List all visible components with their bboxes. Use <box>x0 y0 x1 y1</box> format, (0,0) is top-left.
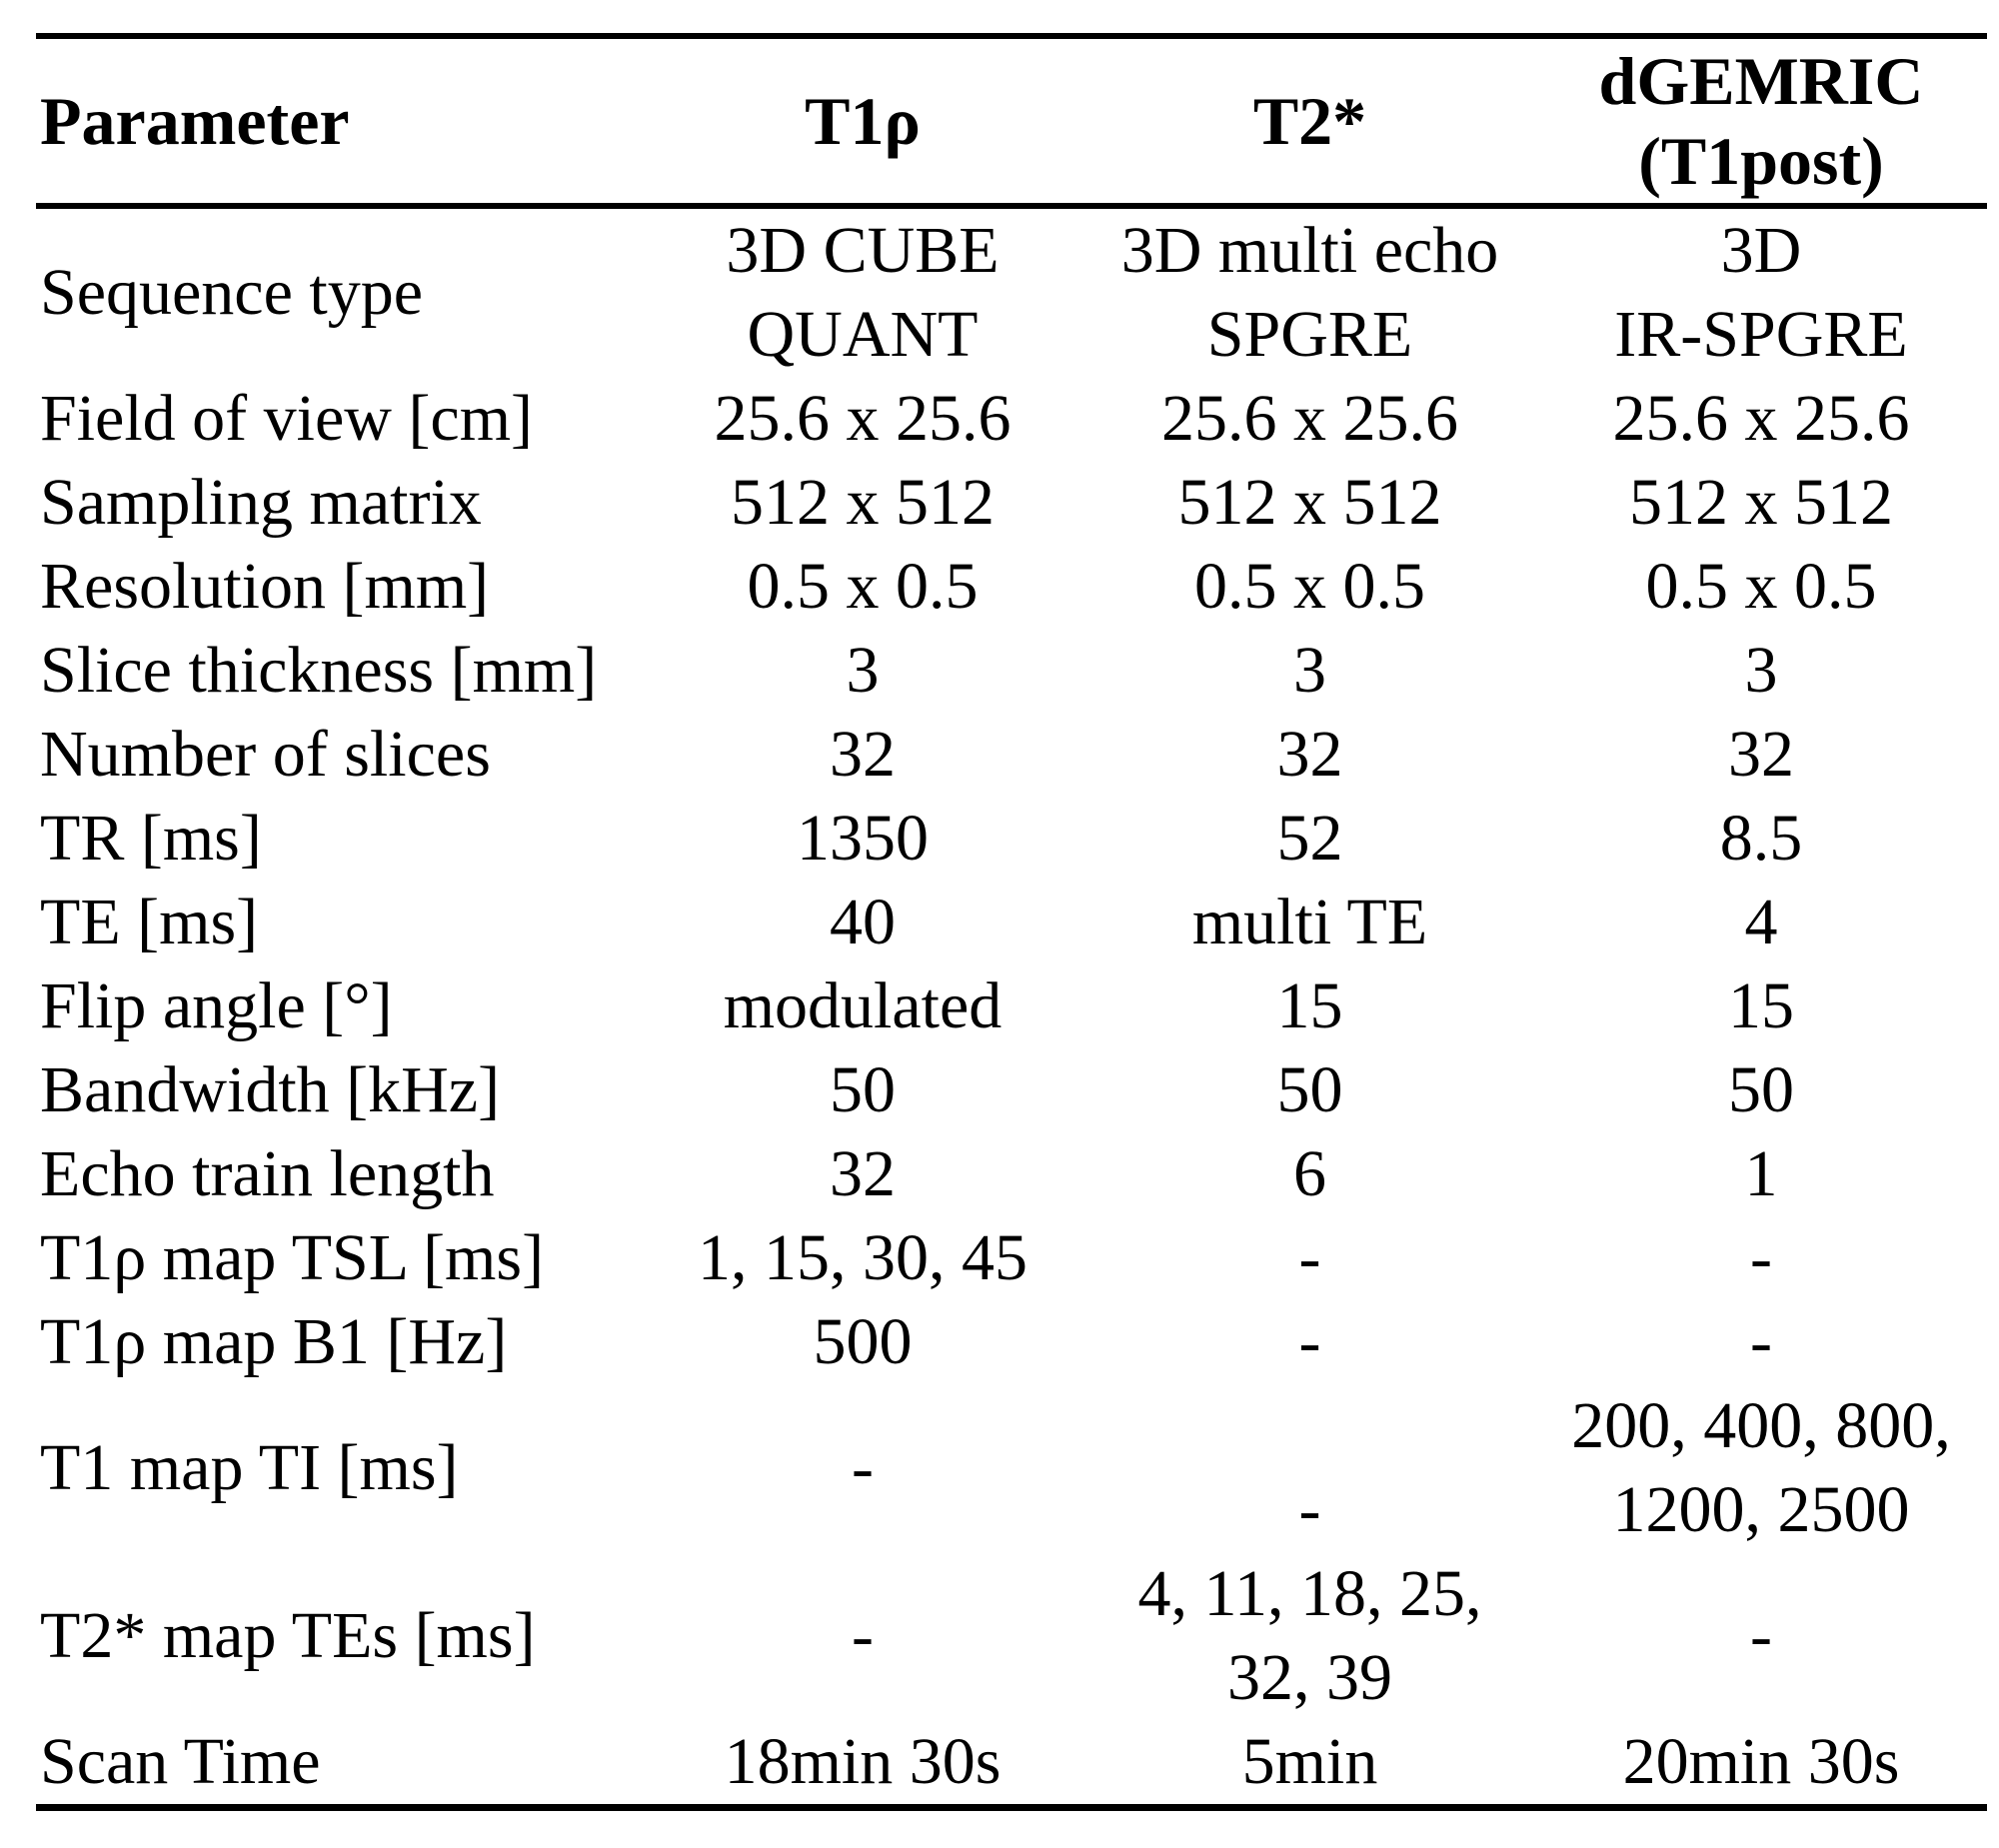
parameter-label: Echo train length <box>40 1137 495 1210</box>
value-cell: 3 <box>1744 634 1778 707</box>
value-cell: 32 <box>830 1137 896 1210</box>
value-cell: 1350 <box>797 802 929 875</box>
header-cell-parameter: Parameter <box>36 36 641 209</box>
value-cell: 6 <box>1293 1137 1326 1210</box>
table-row-sampling-matrix: Sampling matrix 512 x 512 512 x 512 512 … <box>36 461 1987 545</box>
value-cell: 32 <box>1276 718 1343 791</box>
parameter-label: Sequence type <box>40 256 424 329</box>
mri-parameters-table: Parameter T1ρ T2* dGEMRIC (T1post) Seque… <box>36 33 1987 1811</box>
value-cell: 20min 30s <box>1622 1725 1900 1798</box>
header-cell-t1rho: T1ρ <box>641 36 1084 209</box>
value-cell: 15 <box>1728 969 1794 1042</box>
table-row-t1-map-ti: T1 map TI [ms] - - 200, 400, 800, 1200, … <box>36 1384 1987 1552</box>
value-cell: 8.5 <box>1719 802 1803 875</box>
table-row-te: TE [ms] 40 multi TE 4 <box>36 881 1987 964</box>
value-cell: 3D CUBE QUANT <box>726 214 1000 371</box>
value-cell: 40 <box>830 886 896 958</box>
value-cell: 0.5 x 0.5 <box>747 550 979 623</box>
value-cell: 50 <box>1276 1053 1343 1126</box>
table-row-slice-thickness: Slice thickness [mm] 3 3 3 <box>36 629 1987 713</box>
value-cell: - <box>852 1599 874 1672</box>
value-cell: 52 <box>1276 802 1343 875</box>
parameter-label: TE [ms] <box>40 886 259 958</box>
table-row-flip-angle: Flip angle [°] modulated 15 15 <box>36 964 1987 1048</box>
value-cell: 25.6 x 25.6 <box>1161 382 1458 455</box>
parameter-label: Field of view [cm] <box>40 382 534 455</box>
parameter-label: Flip angle [°] <box>40 969 393 1042</box>
parameter-label: Number of slices <box>40 718 491 791</box>
parameter-label: T1ρ map B1 [Hz] <box>40 1305 508 1378</box>
parameter-label: T1 map TI [ms] <box>40 1431 459 1504</box>
value-cell: 18min 30s <box>724 1725 1001 1798</box>
parameter-label: Scan Time <box>40 1725 321 1798</box>
value-cell: 50 <box>1728 1053 1794 1126</box>
value-cell: - <box>1298 1473 1321 1546</box>
table-row-t1rho-map-tsl: T1ρ map TSL [ms] 1, 15, 30, 45 - - <box>36 1216 1987 1300</box>
parameter-label: TR [ms] <box>40 802 262 875</box>
value-cell: 15 <box>1276 969 1343 1042</box>
value-cell: 3D multi echo SPGRE <box>1120 214 1499 371</box>
value-cell: 512 x 512 <box>731 466 995 539</box>
value-cell: 32 <box>1728 718 1794 791</box>
value-cell: multi TE <box>1191 886 1428 958</box>
table-row-bandwidth: Bandwidth [kHz] 50 50 50 <box>36 1048 1987 1132</box>
value-cell: 50 <box>830 1053 896 1126</box>
value-cell: - <box>1750 1221 1772 1294</box>
table-row-echo-train-length: Echo train length 32 6 1 <box>36 1132 1987 1216</box>
value-cell: 4, 11, 18, 25, 32, 39 <box>1137 1557 1482 1714</box>
value-cell: - <box>1750 1305 1772 1378</box>
value-cell: 0.5 x 0.5 <box>1194 550 1425 623</box>
parameter-label: Slice thickness [mm] <box>40 634 598 707</box>
value-cell: modulated <box>723 969 1002 1042</box>
table-row-t2star-map-tes: T2* map TEs [ms] - 4, 11, 18, 25, 32, 39… <box>36 1552 1987 1720</box>
header-row: Parameter T1ρ T2* dGEMRIC (T1post) <box>36 36 1987 209</box>
value-cell: 512 x 512 <box>1629 466 1893 539</box>
parameter-label: T2* map TEs [ms] <box>40 1599 536 1672</box>
value-cell: 3 <box>1293 634 1326 707</box>
value-cell: 1 <box>1744 1137 1778 1210</box>
value-cell: 5min <box>1241 1725 1378 1798</box>
table-row-field-of-view: Field of view [cm] 25.6 x 25.6 25.6 x 25… <box>36 377 1987 461</box>
parameter-label: Resolution [mm] <box>40 550 490 623</box>
value-cell: 500 <box>813 1305 913 1378</box>
table-row-t1rho-map-b1: T1ρ map B1 [Hz] 500 - - <box>36 1300 1987 1384</box>
parameter-label: Bandwidth [kHz] <box>40 1053 501 1126</box>
header-cell-dgemric: dGEMRIC (T1post) <box>1535 36 1987 209</box>
value-cell: 3 <box>846 634 880 707</box>
value-cell: - <box>852 1431 874 1504</box>
parameter-label: Sampling matrix <box>40 466 482 539</box>
value-cell: - <box>1298 1305 1321 1378</box>
value-cell: 32 <box>830 718 896 791</box>
table-row-number-of-slices: Number of slices 32 32 32 <box>36 713 1987 797</box>
value-cell: 1, 15, 30, 45 <box>698 1221 1027 1294</box>
value-cell: 200, 400, 800, 1200, 2500 <box>1571 1389 1951 1546</box>
parameter-label: T1ρ map TSL [ms] <box>40 1221 545 1294</box>
value-cell: 512 x 512 <box>1177 466 1442 539</box>
table-row-scan-time: Scan Time 18min 30s 5min 20min 30s <box>36 1720 1987 1808</box>
value-cell: - <box>1298 1221 1321 1294</box>
value-cell: 0.5 x 0.5 <box>1645 550 1877 623</box>
value-cell: 3D IR-SPGRE <box>1614 214 1908 371</box>
value-cell: 25.6 x 25.6 <box>714 382 1011 455</box>
value-cell: 25.6 x 25.6 <box>1612 382 1910 455</box>
value-cell: 4 <box>1744 886 1778 958</box>
table-row-tr: TR [ms] 1350 52 8.5 <box>36 797 1987 881</box>
header-cell-t2star: T2* <box>1084 36 1535 209</box>
value-cell: - <box>1750 1599 1772 1672</box>
table-row-sequence-type: Sequence type 3D CUBE QUANT 3D multi ech… <box>36 206 1987 377</box>
table-row-resolution: Resolution [mm] 0.5 x 0.5 0.5 x 0.5 0.5 … <box>36 545 1987 629</box>
